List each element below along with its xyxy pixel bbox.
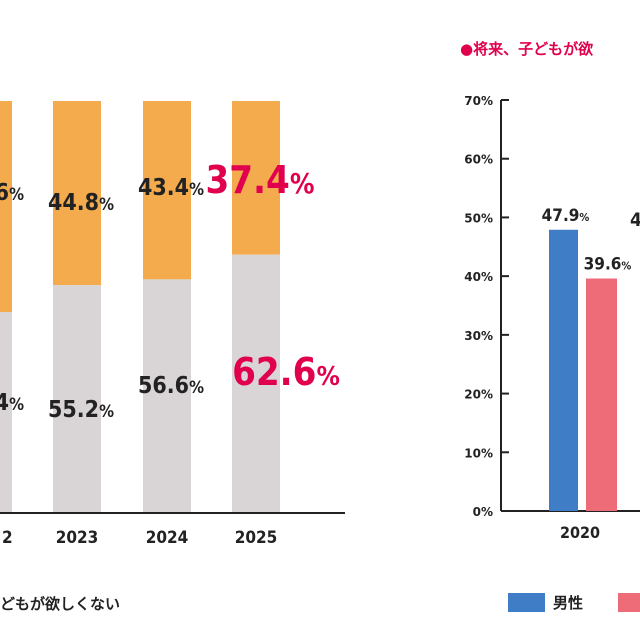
legend-swatch-male: [508, 593, 545, 612]
gender-bar-chart: ●将来、子どもが欲 0% 10% 20% 30% 40% 50% 60% 70% 47.9% 39.…: [460, 40, 640, 612]
data-label: 47.9%: [542, 206, 590, 226]
bar-segment-orange: [232, 101, 280, 255]
stacked-bar-chart: 6% 4% 2 44.8% 55.2% 2023 43.4% 56.6% 2024 37.4% 62…: [0, 101, 345, 613]
legend-label-male: 男性: [553, 594, 583, 612]
data-label-gray: 4%: [0, 390, 24, 416]
bar-segment-orange: [0, 101, 12, 312]
data-label-orange: 6%: [0, 180, 24, 206]
bar-segment-gray: [53, 285, 101, 512]
y-tick-label: 70%: [464, 94, 493, 108]
x-tick-label: 2025: [235, 528, 278, 548]
bar: [549, 229, 578, 511]
y-tick-label: 50%: [464, 211, 493, 225]
data-label-orange: 37.4%: [205, 158, 314, 202]
data-label-orange: 43.4%: [138, 175, 204, 201]
y-tick-label: 60%: [464, 153, 493, 167]
bar-segment-gray: [232, 254, 280, 513]
data-label-orange: 44.8%: [48, 190, 114, 216]
legend-swatch-female: [618, 593, 640, 612]
data-label-gray: 62.6%: [232, 350, 340, 394]
data-label-partial: 4: [630, 209, 640, 231]
bar-segment-gray: [0, 312, 12, 512]
chart-title: ●将来、子どもが欲: [460, 40, 593, 58]
y-tick-label: 30%: [464, 329, 493, 343]
bar: [586, 278, 617, 511]
data-label-gray: 56.6%: [138, 373, 204, 399]
data-label: 39.6%: [584, 254, 632, 274]
bar-segment-orange: [53, 101, 101, 286]
bar-segment-gray: [143, 279, 191, 512]
x-tick-label: 2023: [56, 528, 99, 548]
y-tick-label: 20%: [464, 388, 493, 402]
y-tick-label: 10%: [464, 446, 493, 460]
x-tick-label: 2: [2, 528, 13, 548]
x-tick-label: 2024: [146, 528, 189, 548]
data-label-gray: 55.2%: [48, 397, 114, 423]
bar-segment-orange: [143, 101, 191, 280]
legend-label: どもが欲しくない: [0, 595, 120, 613]
x-tick-label: 2020: [560, 523, 600, 542]
y-tick-label: 0%: [473, 505, 493, 519]
y-tick-label: 40%: [464, 270, 493, 284]
